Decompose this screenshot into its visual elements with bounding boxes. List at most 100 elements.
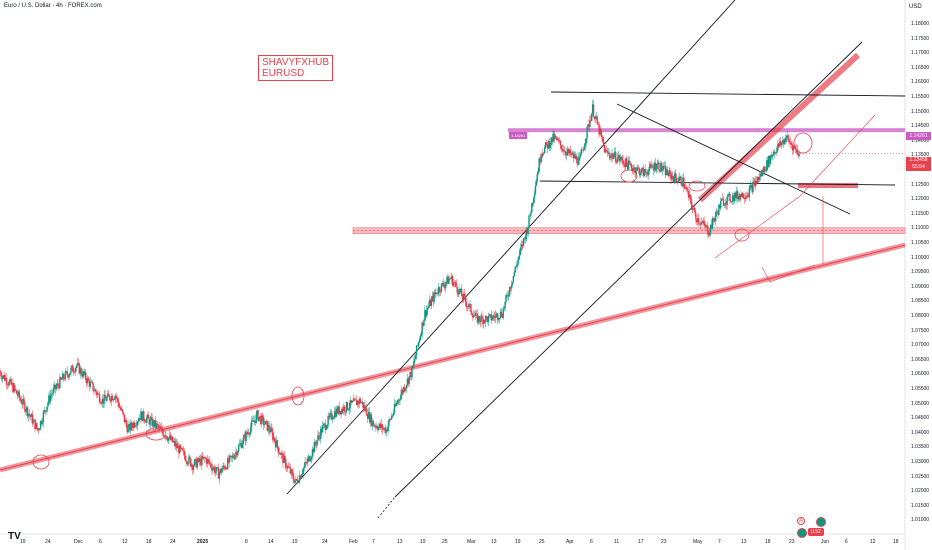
candle-body (327, 416, 329, 426)
candle-body (263, 424, 266, 426)
candle-body (645, 171, 647, 173)
candle-body (428, 300, 431, 307)
candle-body (119, 407, 121, 409)
candle-body (792, 145, 795, 151)
candle-body (94, 389, 96, 391)
candle-body (639, 173, 642, 176)
candle-body (521, 244, 524, 246)
candle-body (791, 144, 793, 146)
candle-body (251, 420, 254, 422)
highlight-ellipse (793, 132, 813, 154)
candle-body (110, 396, 113, 402)
candle-body (488, 314, 491, 316)
candle-body (443, 285, 445, 288)
candle-body (274, 441, 277, 448)
candle-body (5, 378, 8, 385)
candle-body (206, 458, 209, 464)
candle-body (554, 135, 556, 140)
candle-body (55, 386, 57, 390)
candle-body (403, 387, 406, 391)
candle-body (319, 436, 321, 439)
time-tick: 17 (638, 539, 644, 545)
candle-body (574, 154, 576, 159)
candle-body (629, 163, 632, 165)
candle-body (434, 292, 436, 295)
candle-body (33, 419, 35, 421)
candle-body (432, 295, 434, 302)
candle-body (721, 198, 724, 200)
candle-body (386, 429, 388, 432)
candle-body (471, 312, 473, 315)
time-tick: 11 (614, 539, 620, 545)
candle-body (26, 407, 29, 417)
candle-body (699, 223, 702, 225)
candle-body (780, 142, 783, 146)
candle-body (544, 147, 546, 154)
candle-body (144, 421, 147, 423)
candle-body (108, 393, 110, 396)
candle-body (570, 153, 573, 155)
candle-body (659, 169, 661, 172)
candle-body (375, 426, 377, 428)
candle-body (171, 436, 174, 443)
candle-body (44, 410, 46, 412)
candle-body (433, 292, 435, 302)
candle-body (626, 158, 628, 164)
tradingview-logo-icon[interactable]: TV (8, 531, 21, 542)
candle-body (184, 455, 186, 461)
candle-body (398, 399, 400, 401)
candle-body (744, 197, 746, 199)
candle-body (676, 181, 679, 183)
price-tick: 1.15500 (911, 94, 930, 100)
candle-body (491, 318, 493, 321)
candle-body (519, 250, 521, 257)
candle-body (368, 411, 371, 423)
candle-body (139, 418, 141, 420)
candle-body (473, 315, 476, 317)
candle-body (278, 452, 280, 454)
candle-body (49, 395, 51, 402)
time-tick: 24 (322, 539, 328, 545)
candle-body (235, 451, 237, 455)
candle-body (105, 398, 107, 401)
candle-body (82, 371, 84, 377)
status-dot-icon[interactable] (816, 517, 826, 527)
candle-body (582, 149, 585, 151)
candle-body (776, 147, 778, 153)
status-dot-icon[interactable] (797, 528, 807, 538)
candle-body (573, 154, 575, 158)
candle-body (123, 414, 126, 422)
currency-label[interactable]: USD (909, 4, 922, 10)
candle-body (451, 276, 454, 286)
candle-body (196, 461, 198, 468)
candle-body (91, 381, 93, 383)
candle-body (228, 456, 231, 463)
candle-body (478, 316, 480, 321)
candle-body (9, 378, 11, 382)
indicator-badge[interactable]: 0.52 (808, 528, 824, 536)
candle-body (61, 379, 63, 380)
price-tick: 1.11500 (911, 210, 929, 217)
candle-body (555, 137, 558, 140)
candle-body (268, 424, 270, 431)
candle-body (261, 415, 264, 418)
candle-body (520, 244, 523, 248)
candle-body (524, 237, 527, 240)
candle-body (500, 311, 503, 317)
candle-body (617, 155, 620, 158)
candle-body (140, 411, 142, 420)
candle-body (733, 193, 736, 202)
candle-body (657, 162, 659, 164)
candle-body (431, 295, 433, 300)
candle-body (346, 402, 349, 410)
candle-body (429, 300, 432, 307)
candle-body (635, 171, 637, 174)
symbol-title[interactable]: Euro / U.S. Dollar · 4h · FOREX.com (4, 3, 102, 9)
candle-body (668, 170, 670, 177)
candle-body (415, 345, 418, 356)
alert-icon[interactable]: A (797, 517, 805, 525)
candle-body (768, 155, 771, 164)
candle-body (396, 402, 398, 404)
candle-body (363, 405, 365, 409)
